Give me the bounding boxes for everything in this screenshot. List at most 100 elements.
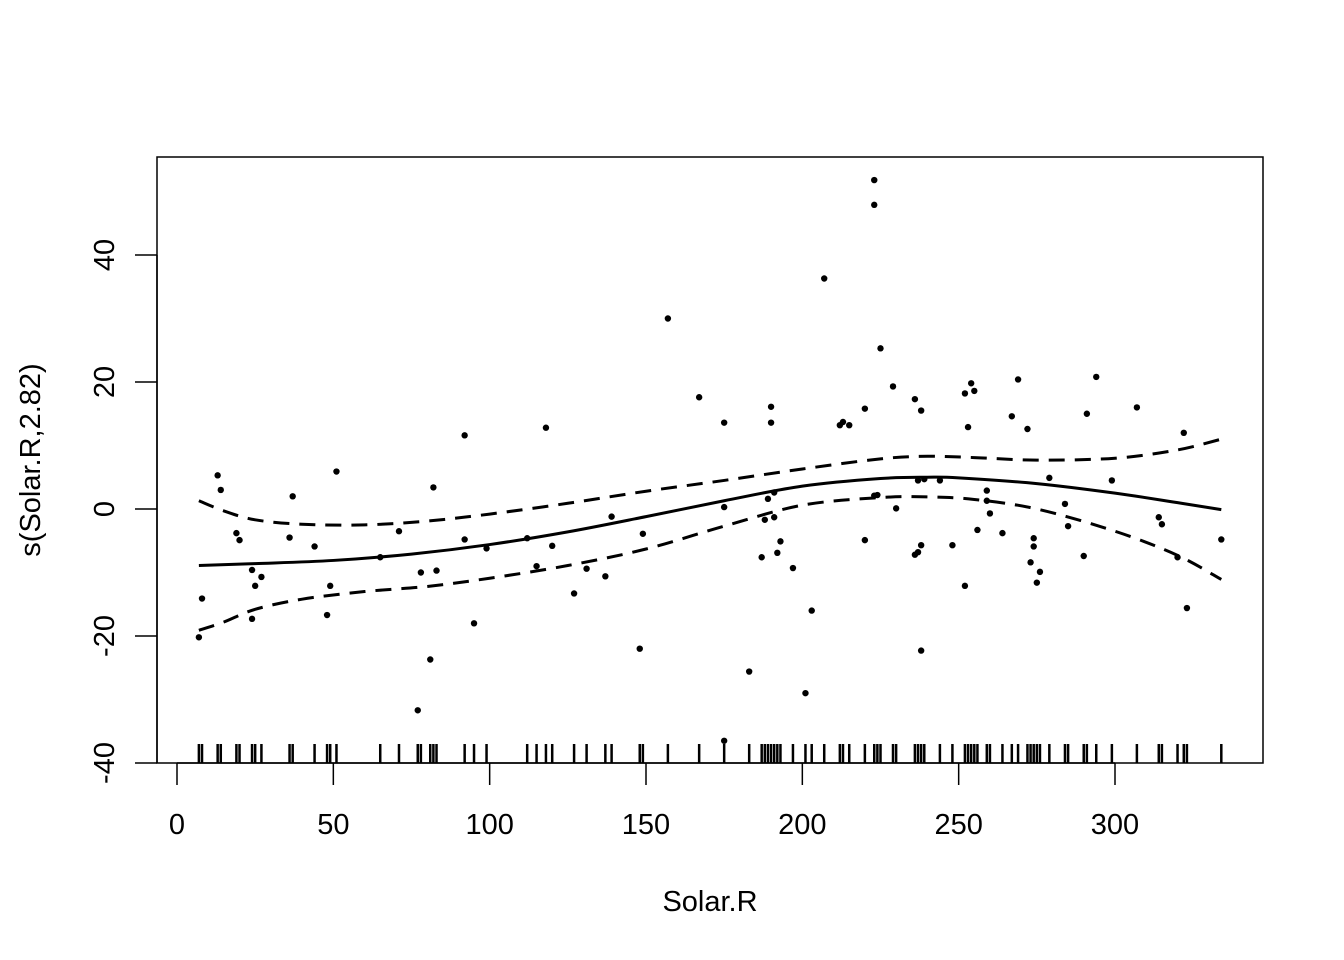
partial-residual-point xyxy=(1093,373,1100,381)
y-tick-label: 0 xyxy=(89,501,121,517)
partial-residual-point xyxy=(1064,522,1072,530)
partial-residual-point xyxy=(461,432,468,439)
partial-residual-point xyxy=(470,620,478,627)
partial-residual-point xyxy=(871,176,878,184)
partial-residual-point xyxy=(758,554,765,561)
partial-residual-point xyxy=(433,567,440,574)
partial-residual-point xyxy=(1158,521,1166,528)
x-tick-label: 250 xyxy=(934,809,982,841)
partial-residual-point xyxy=(1030,543,1037,550)
partial-residual-point xyxy=(983,497,991,504)
partial-residual-point xyxy=(333,468,340,475)
partial-residual-point xyxy=(233,529,240,537)
partial-residual-point xyxy=(1083,410,1091,417)
partial-residual-point xyxy=(967,380,975,387)
partial-residual-point xyxy=(1046,474,1053,482)
partial-residual-point xyxy=(999,529,1006,537)
partial-residual-point xyxy=(430,484,437,491)
partial-residual-point xyxy=(1174,554,1181,561)
partial-residual-point xyxy=(720,737,728,744)
y-tick-label: -40 xyxy=(89,742,121,784)
partial-residual-point xyxy=(949,541,956,549)
x-axis: 0 50 100 150 200 250 300 xyxy=(169,762,1139,841)
partial-residual-point xyxy=(417,569,425,576)
partial-residual-point xyxy=(774,549,781,557)
partial-residual-point xyxy=(964,423,972,431)
partial-residual-point xyxy=(720,503,728,511)
partial-residual-point xyxy=(1180,429,1187,436)
partial-residual-point xyxy=(986,510,994,517)
partial-residual-point xyxy=(195,634,203,641)
partial-residual-point xyxy=(639,530,647,537)
partial-residual-point xyxy=(917,647,925,654)
y-axis: -40 -20 0 20 40 xyxy=(89,239,158,784)
partial-residual-point xyxy=(1008,413,1016,420)
x-tick-label: 0 xyxy=(169,809,185,841)
partial-residual-point xyxy=(583,565,590,572)
partial-residual-point xyxy=(311,543,318,550)
partial-residual-point xyxy=(570,590,578,597)
partial-residual-point xyxy=(914,477,922,484)
partial-residual-point xyxy=(961,390,969,397)
partial-residual-point xyxy=(861,536,869,544)
partial-residual-point xyxy=(767,403,775,410)
partial-residual-point xyxy=(327,582,334,590)
partial-residual-point xyxy=(377,554,384,561)
partial-residual-point xyxy=(602,573,609,580)
partial-residual-point xyxy=(961,582,969,590)
partial-residual-point xyxy=(770,489,778,496)
partial-residual-point xyxy=(1024,425,1031,433)
partial-residual-point xyxy=(323,611,331,619)
partial-residual-point xyxy=(917,541,925,549)
partial-residual-point xyxy=(533,562,540,570)
partial-residual-point xyxy=(1133,404,1141,411)
y-tick-label: 40 xyxy=(89,239,121,271)
partial-residual-point xyxy=(767,419,775,426)
partial-residual-point xyxy=(1218,536,1225,543)
partial-residual-point xyxy=(770,514,778,521)
partial-residual-point xyxy=(777,538,784,545)
confidence-band-line-0 xyxy=(198,437,1222,527)
partial-residual-point xyxy=(764,495,772,503)
confidence-band-line-1 xyxy=(198,495,1223,632)
partial-residual-point xyxy=(461,536,468,543)
partial-residual-point xyxy=(745,668,753,675)
y-tick-label: -20 xyxy=(89,615,121,657)
partial-residual-point xyxy=(821,275,828,282)
x-tick-label: 100 xyxy=(465,809,513,841)
partial-residual-point xyxy=(483,545,490,552)
points-layer xyxy=(195,176,1225,744)
partial-residual-point xyxy=(1108,477,1116,484)
partial-residual-point xyxy=(695,394,703,401)
partial-residual-point xyxy=(1014,376,1022,383)
partial-residual-point xyxy=(974,526,981,534)
partial-residual-point xyxy=(198,595,206,602)
smooth-curve xyxy=(198,475,1222,568)
x-tick-label: 150 xyxy=(622,809,670,841)
partial-residual-point xyxy=(549,542,556,550)
partial-residual-point xyxy=(1030,535,1037,542)
partial-residual-point xyxy=(236,536,243,544)
partial-residual-point xyxy=(921,475,928,483)
partial-residual-point xyxy=(911,395,919,403)
partial-residual-point xyxy=(248,566,256,574)
partial-residual-point xyxy=(523,535,531,542)
rug-layer xyxy=(197,744,1223,763)
partial-residual-point xyxy=(251,582,259,590)
partial-residual-point xyxy=(1027,559,1034,566)
partial-residual-point xyxy=(1061,500,1069,508)
partial-residual-point xyxy=(289,493,296,500)
partial-residual-point xyxy=(664,315,672,322)
partial-residual-point xyxy=(917,407,925,414)
x-tick-label: 50 xyxy=(317,809,349,841)
partial-residual-point xyxy=(789,564,797,572)
partial-residual-point xyxy=(214,472,221,479)
partial-residual-point xyxy=(983,487,991,494)
partial-residual-point xyxy=(542,424,550,431)
partial-residual-point xyxy=(427,656,434,663)
partial-residual-point xyxy=(761,516,769,523)
partial-residual-point xyxy=(1183,604,1191,612)
partial-residual-point xyxy=(636,645,643,652)
partial-residual-point xyxy=(248,615,256,623)
